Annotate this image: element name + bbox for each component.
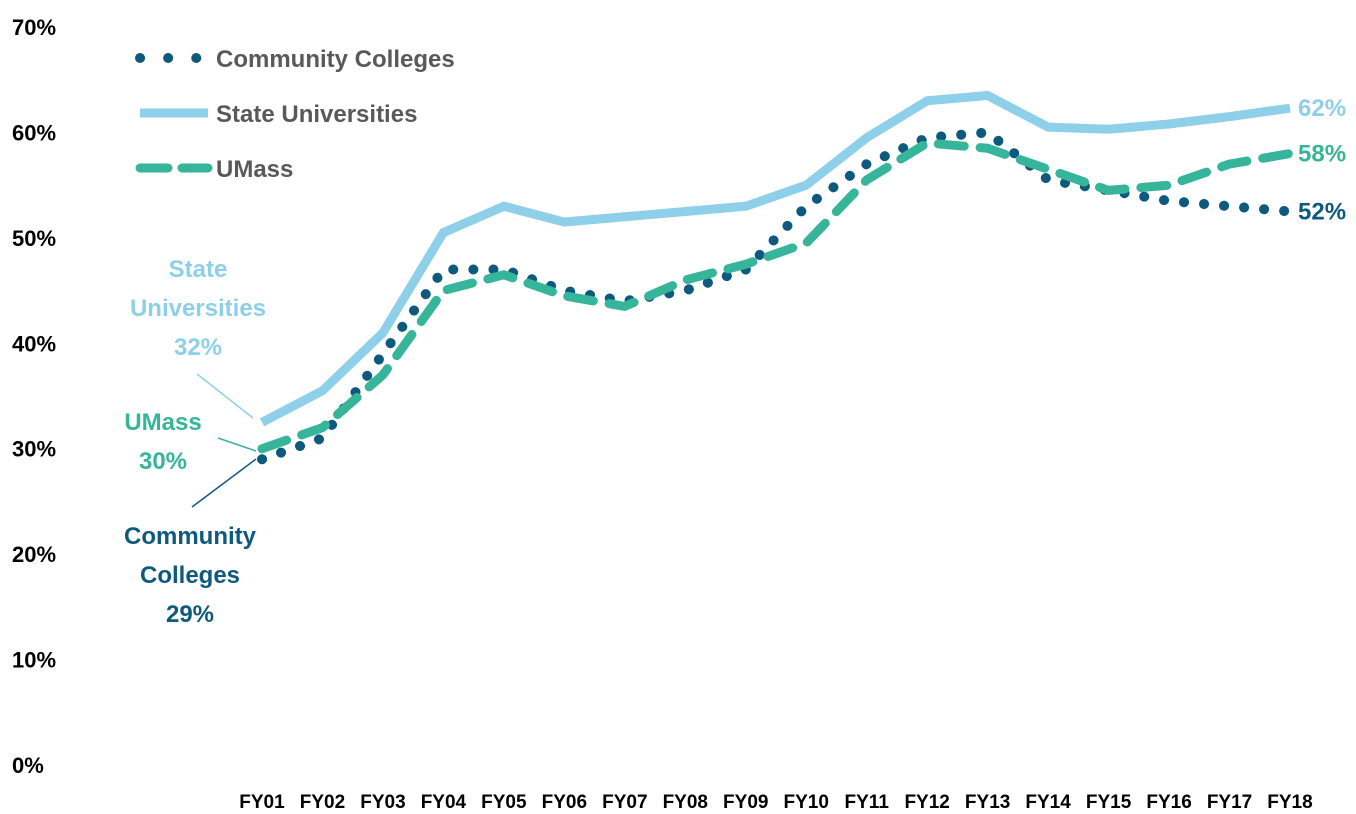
y-axis: 0% 10% 20% 30% 40% 50% 60% 70% (12, 15, 56, 778)
start-annotation-umass: UMass 30% (124, 409, 257, 475)
legend-item-state-universities: State Universities (140, 101, 417, 128)
series-line-state-universities (259, 90, 1291, 427)
x-tick-label: FY08 (663, 792, 708, 813)
y-tick-label: 10% (12, 648, 56, 673)
x-tick-label: FY15 (1086, 792, 1132, 813)
legend-item-community-colleges: Community Colleges (135, 46, 455, 73)
x-tick-label: FY10 (784, 792, 829, 813)
x-tick-label: FY14 (1025, 792, 1071, 813)
leader-line (191, 458, 257, 508)
legend-label: Community Colleges (216, 46, 455, 73)
x-tick-label: FY18 (1267, 792, 1312, 813)
start-annotation-line: 30% (139, 448, 187, 475)
x-tick-label: FY09 (723, 792, 768, 813)
start-annotation-state-universities: State Universities 32% (130, 256, 266, 419)
x-tick-label: FY17 (1207, 792, 1252, 813)
x-tick-label: FY03 (360, 792, 405, 813)
x-tick-label: FY16 (1146, 792, 1191, 813)
x-tick-label: FY01 (239, 792, 285, 813)
series-line-umass (257, 138, 1295, 454)
y-tick-label: 60% (12, 120, 56, 145)
leader-line (196, 373, 254, 419)
legend-label: State Universities (216, 101, 417, 128)
end-label-umass: 58% (1298, 141, 1346, 168)
series-line-community-colleges (257, 127, 1295, 465)
legend: Community Colleges State Universities UMas… (135, 46, 455, 183)
start-annotation-community-colleges: Community Colleges 29% (124, 458, 257, 628)
x-tick-label: FY12 (904, 792, 949, 813)
end-label-community-colleges: 52% (1298, 199, 1346, 226)
y-tick-label: 20% (12, 542, 56, 567)
x-tick-label: FY07 (602, 792, 647, 813)
x-tick-label: FY02 (300, 792, 345, 813)
x-axis: FY01 FY02 FY03 FY04 FY05 FY06 FY07 FY08 FY09 FY10… (239, 792, 1312, 813)
legend-item-umass: UMass (135, 156, 293, 183)
legend-label: UMass (216, 156, 293, 183)
series-layer: 62% 52% 58% (257, 90, 1346, 465)
leader-line (217, 437, 257, 452)
y-tick-label: 70% (12, 15, 56, 40)
y-tick-label: 30% (12, 437, 56, 462)
start-annotation-line: 29% (166, 601, 214, 628)
start-annotation-line: UMass (124, 409, 201, 436)
start-annotation-line: Universities (130, 295, 266, 322)
start-annotation-line: State (169, 256, 228, 283)
x-tick-label: FY05 (481, 792, 527, 813)
start-annotation-line: 32% (174, 334, 222, 361)
x-tick-label: FY13 (965, 792, 1010, 813)
y-tick-label: 40% (12, 331, 56, 356)
x-tick-label: FY11 (845, 792, 890, 813)
y-tick-label: 0% (12, 753, 44, 778)
annotations: Community Colleges 29% State Universities 32%… (124, 256, 266, 628)
end-label-state-universities: 62% (1298, 95, 1346, 122)
series-state-universities (259, 90, 1291, 427)
start-annotation-line: Colleges (140, 562, 240, 589)
x-tick-label: FY04 (421, 792, 467, 813)
y-tick-label: 50% (12, 226, 56, 251)
series-community-colleges (257, 127, 1295, 465)
series-umass (257, 138, 1295, 454)
x-tick-label: FY06 (542, 792, 587, 813)
start-annotation-line: Community (124, 523, 257, 550)
